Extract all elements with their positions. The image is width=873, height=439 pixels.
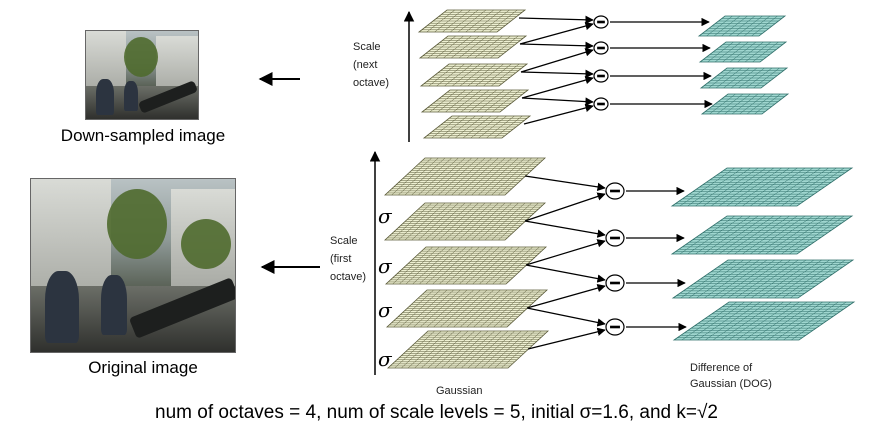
minus-node-4 bbox=[605, 318, 625, 336]
next-arrow-in-a-3 bbox=[520, 69, 594, 78]
scale-next-label: Scale (next octave) bbox=[353, 41, 389, 89]
next-dog-layer-1 bbox=[697, 15, 787, 37]
next-arrow-in-a-1 bbox=[518, 15, 594, 24]
next-arrow-in-b-1 bbox=[519, 21, 594, 45]
next-dog-layer-2 bbox=[698, 41, 788, 63]
next-gaussian-layer-1 bbox=[417, 9, 527, 33]
first-gaussian-layer-2 bbox=[383, 202, 547, 241]
dog-layer-1 bbox=[670, 167, 854, 207]
sigma-label-1: σ bbox=[378, 204, 393, 228]
next-arrow-in-b-2 bbox=[520, 48, 594, 73]
arrow-in-b-3 bbox=[526, 284, 606, 309]
next-dog-layer-3 bbox=[699, 67, 789, 89]
dog-label: Difference of Gaussian (DOG) bbox=[690, 362, 772, 390]
arrow-in-a-1 bbox=[524, 175, 606, 192]
arrow-in-a-2 bbox=[524, 220, 606, 238]
downsampled-caption: Down-sampled image bbox=[60, 126, 226, 145]
original-image bbox=[30, 178, 236, 353]
next-gaussian-layer-3 bbox=[419, 63, 529, 87]
next-arrow-in-a-2 bbox=[519, 41, 594, 50]
next-minus-node-3 bbox=[593, 69, 609, 83]
next-gaussian-layer-5 bbox=[422, 115, 532, 139]
next-arrow-in-b-4 bbox=[523, 103, 594, 125]
parameter-formula: num of octaves = 4, num of scale levels … bbox=[155, 402, 718, 423]
original-caption: Original image bbox=[88, 358, 198, 377]
arrow-in-b-4 bbox=[527, 327, 606, 350]
arrow-in-b-1 bbox=[524, 192, 606, 222]
next-dog-layer-4 bbox=[700, 93, 790, 115]
next-gaussian-layer-2 bbox=[418, 35, 528, 59]
next-minus-node-4 bbox=[593, 97, 609, 111]
first-gaussian-layer-5 bbox=[386, 330, 550, 369]
minus-node-1 bbox=[605, 182, 625, 200]
downsampled-image bbox=[85, 30, 199, 120]
next-minus-node-1 bbox=[593, 15, 609, 29]
scale-first-label: Scale (first octave) bbox=[330, 235, 366, 283]
minus-node-3 bbox=[605, 274, 625, 292]
first-gaussian-layer-1 bbox=[383, 157, 547, 196]
sigma-label-4: σ bbox=[378, 347, 393, 371]
dog-layer-3 bbox=[671, 259, 855, 299]
arrow-in-a-3 bbox=[525, 264, 606, 283]
next-gaussian-layer-4 bbox=[420, 89, 530, 113]
first-gaussian-layer-3 bbox=[384, 246, 548, 285]
first-gaussian-layer-4 bbox=[385, 289, 549, 328]
dog-pyramid-diagram: Scale (next octave) Scale (first octave)… bbox=[258, 9, 856, 397]
minus-node-2 bbox=[605, 229, 625, 247]
dog-layer-4 bbox=[672, 301, 856, 341]
arrow-in-a-4 bbox=[526, 307, 606, 327]
next-minus-node-2 bbox=[593, 41, 609, 55]
next-arrow-in-a-4 bbox=[521, 97, 594, 106]
next-arrow-in-b-3 bbox=[521, 76, 594, 99]
arrow-in-b-2 bbox=[525, 239, 606, 266]
gaussian-label: Gaussian bbox=[436, 385, 482, 397]
sigma-label-2: σ bbox=[378, 254, 393, 278]
dog-layer-2 bbox=[670, 215, 854, 255]
sigma-label-3: σ bbox=[378, 298, 393, 322]
